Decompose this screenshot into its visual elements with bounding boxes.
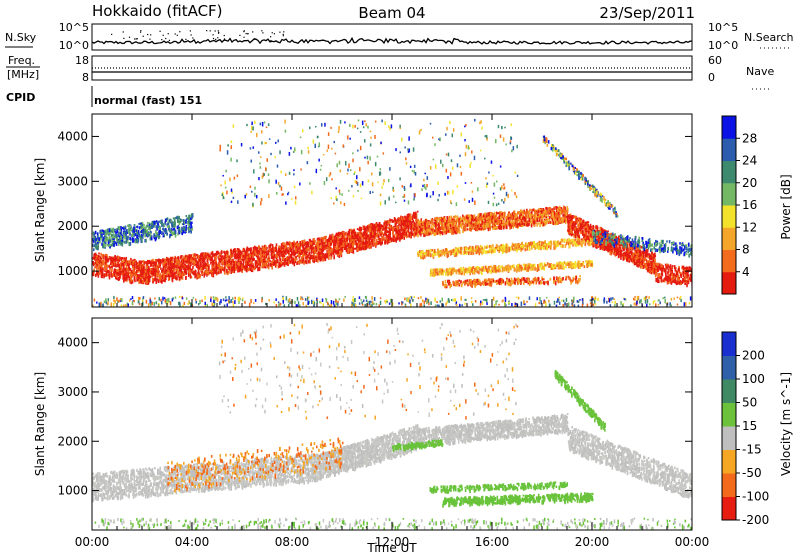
y-tick-label: 1000 bbox=[57, 484, 88, 498]
nsky-panel: N.Sky 10^5 10^0 10^5 10^0 N.Search bbox=[5, 21, 794, 52]
freq-unit: [MHz] bbox=[7, 68, 39, 81]
power-panel: 4000 3000 2000 1000 Slant Range [km] bbox=[33, 113, 693, 308]
velocity-colorbar-tick: 100 bbox=[742, 372, 765, 386]
colorbar-swatch bbox=[722, 271, 736, 295]
velocity-ylabel: Slant Range [km] bbox=[33, 372, 47, 476]
velocity-colorbar-tick: 200 bbox=[742, 349, 765, 363]
colorbar-swatch bbox=[722, 426, 736, 450]
y-tick-label: 3000 bbox=[57, 174, 88, 188]
colorbar-swatch bbox=[722, 227, 736, 250]
x-tick-label: 04:00 bbox=[175, 535, 210, 549]
colorbar-swatch bbox=[722, 249, 736, 273]
power-colorbar: 28 24 20 16 12 8 4 Power [dB] bbox=[721, 115, 793, 295]
power-colorbar-tick: 12 bbox=[742, 220, 757, 234]
nsky-trace bbox=[91, 36, 693, 45]
colorbar-swatch bbox=[722, 379, 736, 403]
freq-panel: Freq. [MHz] 18 8 60 0 Nave bbox=[6, 54, 774, 90]
power-ylabel: Slant Range [km] bbox=[33, 158, 47, 262]
colorbar-swatch bbox=[722, 449, 736, 474]
colorbar-swatch bbox=[722, 473, 736, 497]
x-tick-label: 00:00 bbox=[75, 535, 110, 549]
freq-tick-bottom: 8 bbox=[82, 71, 89, 84]
nsearch-label: N.Search bbox=[744, 31, 794, 44]
x-tick-label: 20:00 bbox=[575, 535, 610, 549]
velocity-colorbar: 200 100 50 15 -15 -50 -100 -200 Velocity [m s^-… bbox=[721, 331, 793, 527]
nsky-right-tick-top: 10^5 bbox=[708, 21, 738, 34]
velocity-colorbar-label: Velocity [m s^-1] bbox=[779, 372, 793, 476]
cpid-text: normal (fast) 151 bbox=[94, 94, 202, 107]
power-echoes bbox=[92, 118, 692, 307]
colorbar-swatch bbox=[722, 355, 736, 380]
cpid-panel: CPID normal (fast) 151 bbox=[6, 86, 202, 107]
y-tick-label: 2000 bbox=[57, 219, 88, 233]
x-tick-label: 12:00 bbox=[375, 535, 410, 549]
colorbar-swatch bbox=[722, 138, 736, 161]
nsearch-dots bbox=[111, 30, 285, 42]
power-y-ticks: 4000 3000 2000 1000 bbox=[57, 129, 692, 278]
power-colorbar-tick: 4 bbox=[742, 265, 750, 279]
power-colorbar-tick: 28 bbox=[742, 131, 757, 145]
colorbar-swatch bbox=[722, 402, 736, 427]
colorbar-swatch bbox=[722, 116, 736, 139]
nave-label: Nave bbox=[746, 65, 774, 78]
colorbar-swatch bbox=[722, 205, 736, 228]
x-tick-label: 08:00 bbox=[275, 535, 310, 549]
power-colorbar-tick: 8 bbox=[742, 243, 750, 257]
title-right: 23/Sep/2011 bbox=[599, 4, 695, 22]
velocity-colorbar-tick: 15 bbox=[742, 419, 757, 433]
freq-tick-top: 18 bbox=[75, 54, 89, 67]
x-tick-label: 16:00 bbox=[475, 535, 510, 549]
velocity-echoes bbox=[92, 322, 692, 530]
velocity-x-ticks: 00:00 04:00 08:00 12:00 16:00 20:00 00:00 bbox=[75, 318, 710, 549]
y-tick-label: 1000 bbox=[57, 264, 88, 278]
colorbar-swatch bbox=[722, 182, 736, 206]
y-tick-label: 4000 bbox=[57, 336, 88, 350]
title-center: Beam 04 bbox=[358, 4, 425, 22]
power-colorbar-label: Power [dB] bbox=[779, 174, 793, 239]
y-tick-label: 2000 bbox=[57, 434, 88, 448]
power-colorbar-tick: 24 bbox=[742, 154, 757, 168]
freq-label: Freq. bbox=[8, 54, 35, 67]
nsky-right-tick-bottom: 10^0 bbox=[708, 39, 738, 52]
y-tick-label: 4000 bbox=[57, 129, 88, 143]
velocity-xlabel: Time UT bbox=[366, 541, 417, 554]
colorbar-swatch bbox=[722, 332, 736, 356]
velocity-colorbar-tick: -50 bbox=[742, 466, 762, 480]
velocity-colorbar-tick: 50 bbox=[742, 396, 757, 410]
nsky-tick-bottom: 10^0 bbox=[59, 39, 89, 52]
power-x-ticks bbox=[91, 114, 693, 307]
nsky-label: N.Sky bbox=[5, 31, 37, 44]
x-tick-label: 00:00 bbox=[675, 535, 710, 549]
velocity-panel: 4000 3000 2000 1000 00:00 04:00 08:00 12:00 16:… bbox=[33, 317, 710, 554]
nave-tick-top: 60 bbox=[708, 54, 722, 67]
nave-tick-bottom: 0 bbox=[708, 71, 715, 84]
velocity-colorbar-tick: -100 bbox=[742, 490, 769, 504]
colorbar-swatch bbox=[722, 160, 736, 184]
velocity-y-ticks: 4000 3000 2000 1000 bbox=[57, 336, 692, 498]
power-colorbar-tick: 20 bbox=[742, 176, 757, 190]
colorbar-swatch bbox=[722, 496, 736, 521]
title-left: Hokkaido (fitACF) bbox=[92, 2, 223, 20]
velocity-colorbar-tick: -200 bbox=[742, 513, 769, 527]
y-tick-label: 3000 bbox=[57, 385, 88, 399]
velocity-colorbar-tick: -15 bbox=[742, 443, 762, 457]
power-colorbar-tick: 16 bbox=[742, 198, 757, 212]
nsky-tick-top: 10^5 bbox=[59, 21, 89, 34]
cpid-label: CPID bbox=[6, 91, 35, 104]
